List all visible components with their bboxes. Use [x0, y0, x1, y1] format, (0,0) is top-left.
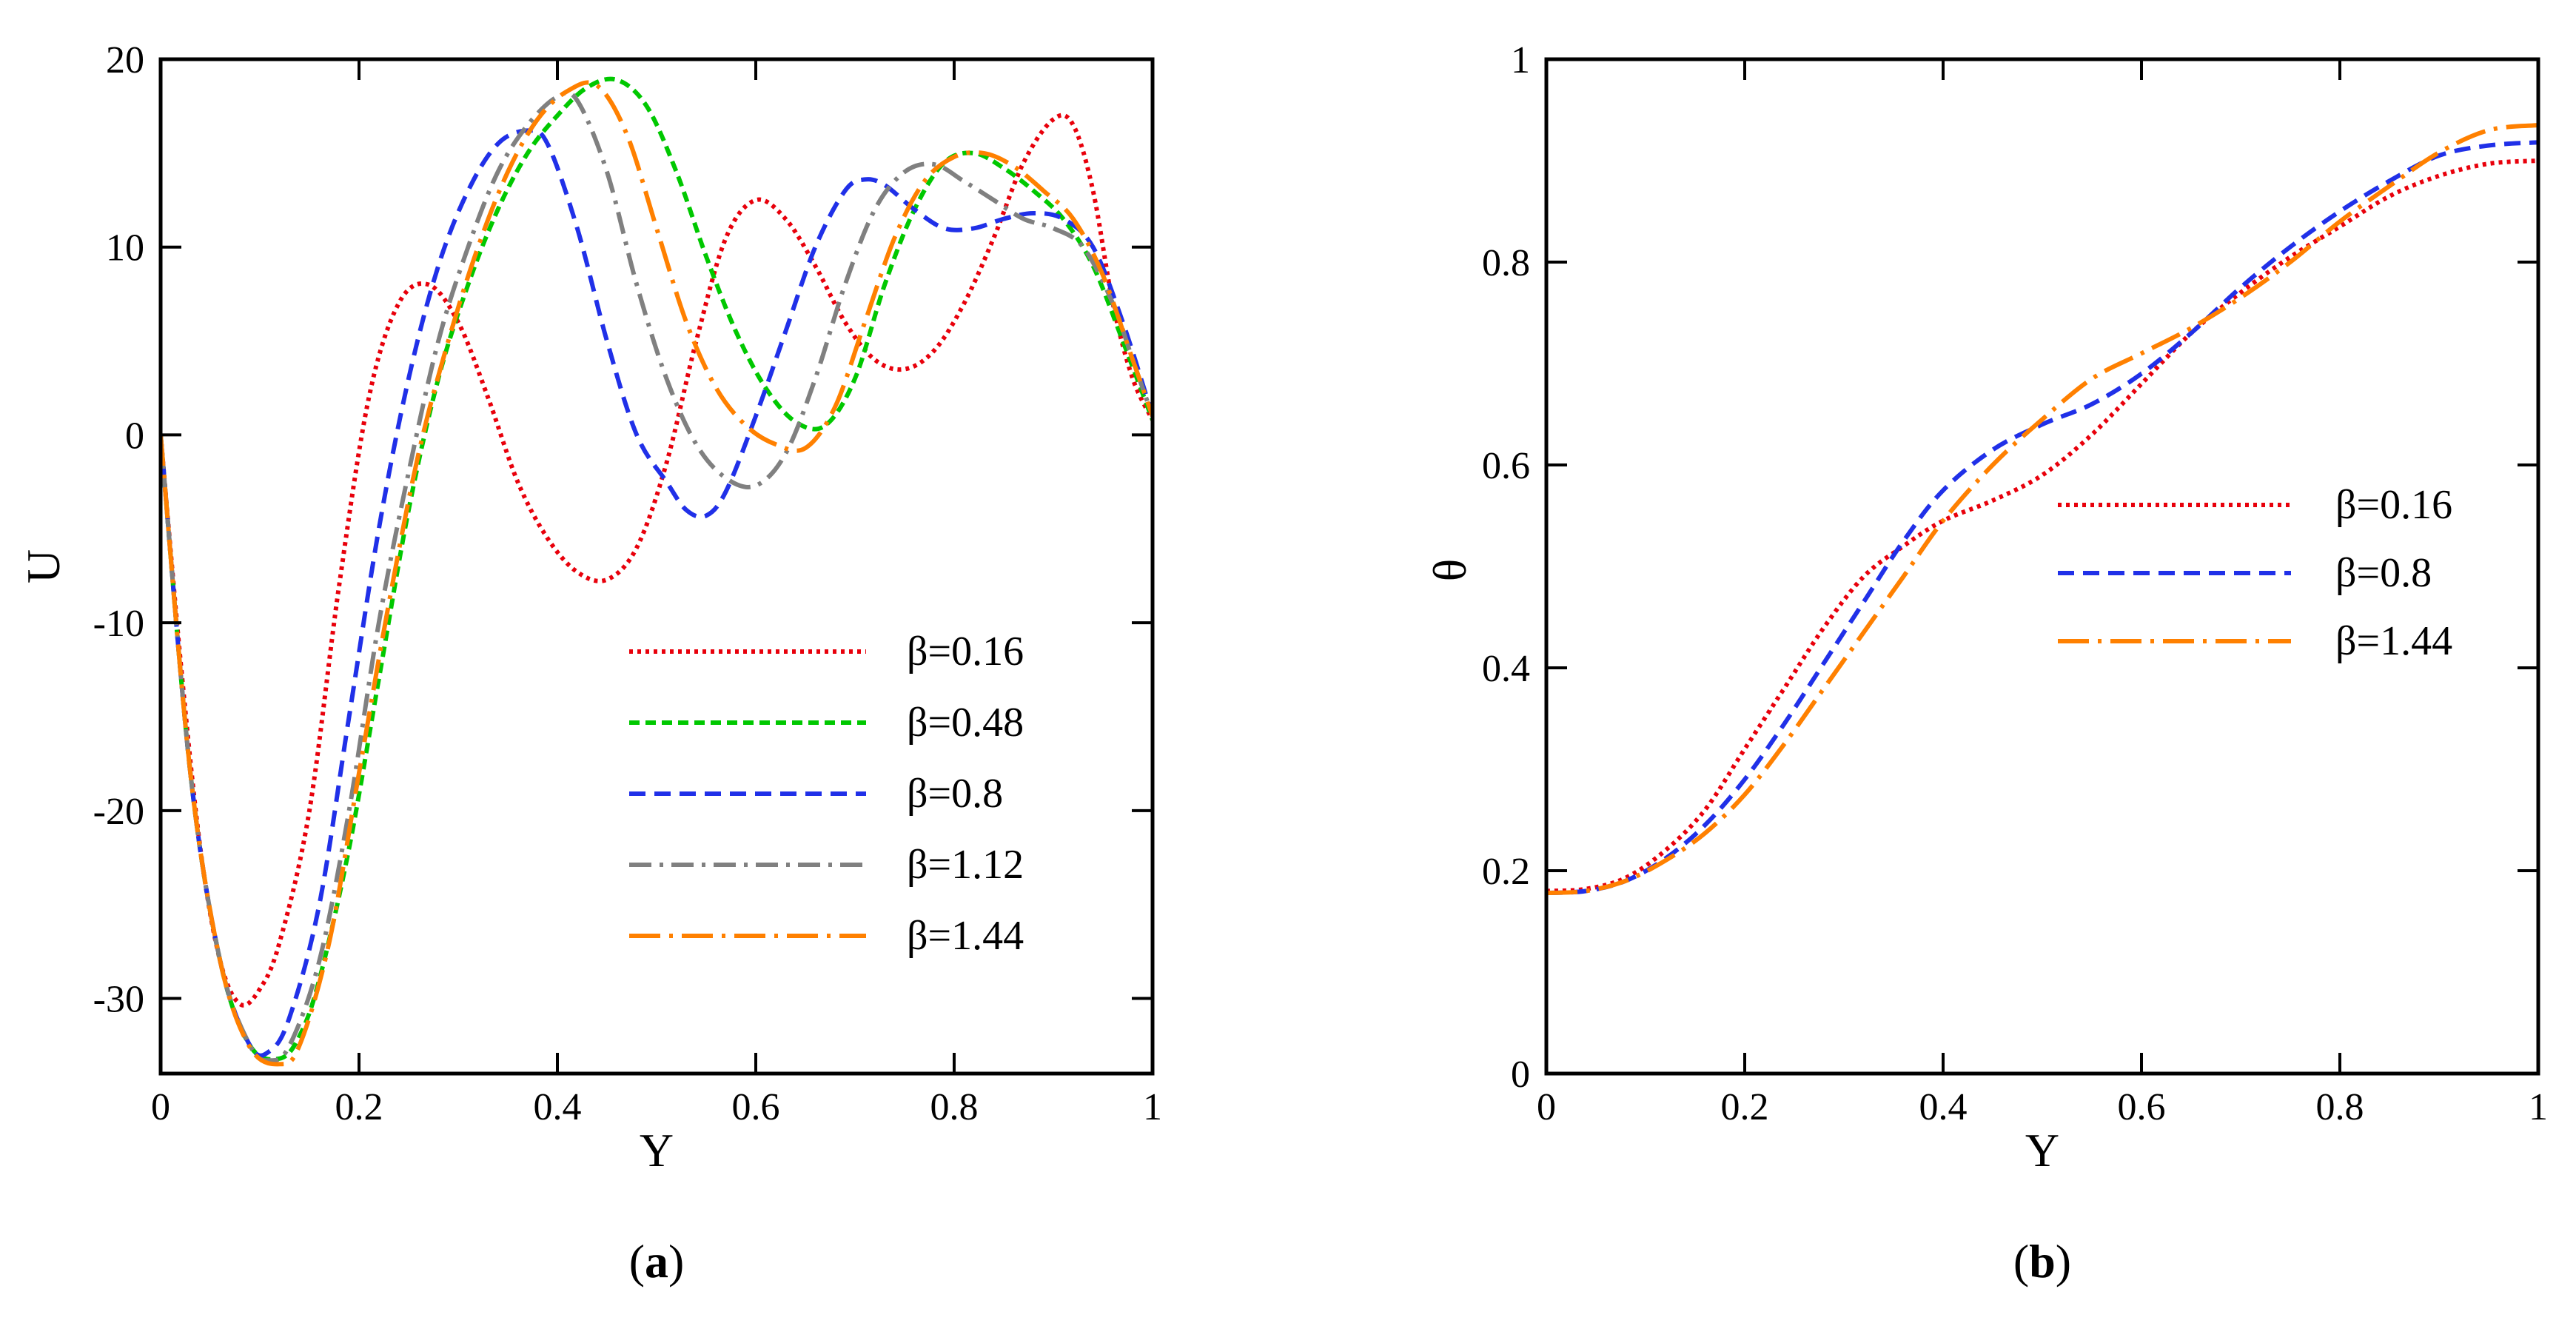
x-tick-label: 0 — [1537, 1086, 1556, 1128]
series-line-β=1.44 — [161, 80, 1153, 1067]
series-group — [161, 76, 1153, 1067]
x-tick-label: 0.2 — [335, 1086, 383, 1128]
y-axis-title: U — [17, 549, 70, 583]
x-tick-label: 0.8 — [930, 1086, 979, 1128]
y-tick-label: 10 — [106, 227, 144, 270]
y-tick-label: 0.8 — [1482, 242, 1530, 284]
legend-label: β=0.48 — [907, 700, 1024, 746]
chart-panel-b: 0 0.2 0.4 0.6 0.8 1 0 0.2 0.4 0.6 0.8 1 Yθ β=0.16 β=0.… — [1423, 39, 2548, 1288]
x-tick-label: 1 — [1143, 1086, 1162, 1128]
panel-label: (b) — [2013, 1235, 2071, 1288]
y-tick-label: 0.4 — [1482, 648, 1530, 690]
panel-label: (a) — [629, 1235, 685, 1288]
legend-label: β=1.44 — [2335, 618, 2452, 664]
series-group — [1546, 123, 2538, 896]
x-tick-label: 0.6 — [732, 1086, 780, 1128]
plot-frame — [1544, 57, 2540, 1076]
plot-frame — [158, 57, 1155, 1076]
y-tick-label: 0.6 — [1482, 445, 1530, 487]
y-tick-label: 0 — [1511, 1054, 1530, 1096]
legend-label: β=1.12 — [907, 842, 1024, 888]
y-tick-label: 1 — [1511, 39, 1530, 81]
series-line-β=1.12 — [161, 90, 1153, 1063]
series-line-β=1.44 — [1546, 123, 2538, 896]
legend-label: β=1.44 — [907, 913, 1024, 959]
series-line-β=0.8 — [161, 128, 1153, 1058]
legend-label: β=0.16 — [907, 629, 1024, 674]
x-tick-label: 0.6 — [2118, 1086, 2166, 1128]
legend-label: β=0.8 — [907, 771, 1003, 817]
x-tick-label: 0.8 — [2316, 1086, 2364, 1128]
x-tick-label: 1 — [2529, 1086, 2548, 1128]
legend-label: β=0.8 — [2335, 550, 2432, 596]
x-tick-label: 0.2 — [1721, 1086, 1769, 1128]
y-tick-label: 20 — [106, 39, 144, 81]
series-line-β=0.16 — [1546, 158, 2538, 894]
x-axis-title: Y — [2025, 1124, 2059, 1176]
legend-label: β=0.16 — [2335, 482, 2452, 528]
y-tick-label: -10 — [93, 603, 144, 645]
x-axis-title: Y — [640, 1124, 674, 1176]
y-axis-title: θ — [1423, 559, 1476, 582]
y-tick-label: 0 — [125, 415, 144, 457]
x-tick-label: 0.4 — [534, 1086, 582, 1128]
y-tick-label: 0.2 — [1482, 851, 1530, 893]
x-tick-label: 0 — [151, 1086, 170, 1128]
x-tick-label: 0.4 — [1919, 1086, 1968, 1128]
y-tick-label: -20 — [93, 791, 144, 833]
chart-panel-a: 0 0.2 0.4 0.6 0.8 1 -30 -20 -10 0 10 20 Y Uβ=0.16 β=0.… — [17, 39, 1162, 1288]
y-tick-label: -30 — [93, 979, 144, 1021]
series-line-β=0.48 — [161, 76, 1153, 1062]
series-line-β=0.8 — [1546, 140, 2538, 896]
